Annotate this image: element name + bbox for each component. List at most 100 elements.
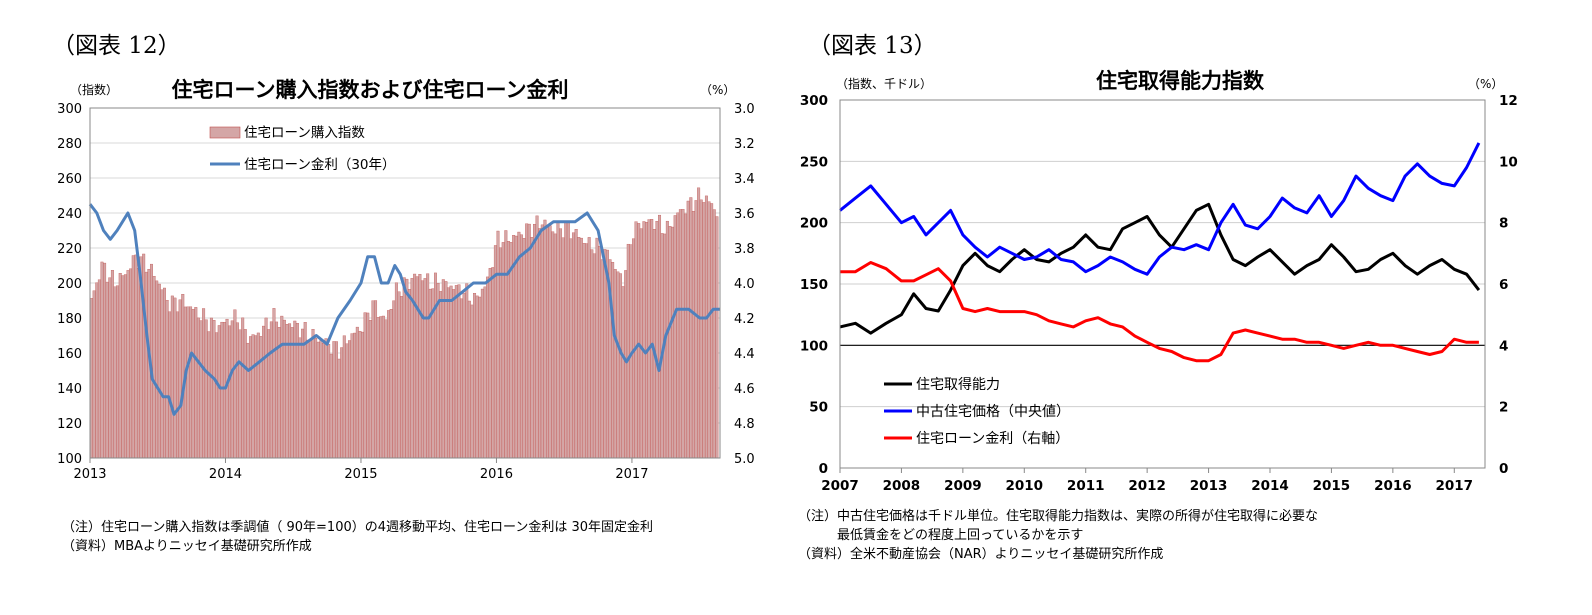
figure-12-label: （図表 12） bbox=[52, 33, 181, 59]
bar-2017.579 bbox=[710, 203, 714, 459]
bar-2013.733 bbox=[189, 306, 193, 459]
y-tick-label: 180 bbox=[57, 312, 82, 327]
bar-2015.617 bbox=[444, 281, 448, 459]
bar-2014.694 bbox=[319, 340, 323, 459]
bar-2014.406 bbox=[280, 315, 284, 459]
bar-2017.310 bbox=[673, 215, 677, 459]
bar-2014.733 bbox=[324, 338, 328, 459]
bar-2013.098 bbox=[103, 262, 107, 459]
y2-tick-label: 3.4 bbox=[734, 172, 755, 187]
bar-2013.175 bbox=[113, 286, 117, 459]
y2-tick-label: 3.6 bbox=[734, 207, 755, 222]
bar-2016.002 bbox=[496, 230, 500, 459]
bar-2013.579 bbox=[168, 311, 172, 459]
bar-2014.425 bbox=[282, 319, 286, 459]
chart-13-title: 住宅取得能力指数 bbox=[1096, 69, 1265, 93]
y-tick-label: 50 bbox=[809, 400, 828, 416]
bar-2016.329 bbox=[540, 224, 544, 459]
bar-2014.194 bbox=[251, 334, 255, 459]
bar-2014.367 bbox=[275, 321, 279, 459]
bar-2014.925 bbox=[350, 333, 354, 459]
chart-13-plot-frame bbox=[839, 99, 1486, 469]
y2-tick-label: 3.2 bbox=[734, 137, 755, 152]
bar-2014.310 bbox=[267, 329, 271, 459]
bar-2014.617 bbox=[308, 339, 312, 459]
bar-2016.521 bbox=[566, 222, 570, 459]
bar-2016.290 bbox=[535, 215, 539, 459]
legend-label-rate: 住宅ローン金利（30年） bbox=[244, 157, 396, 173]
chart-12: 住宅ローン購入指数および住宅ローン金利 （指数） （%） 100 120 140 16… bbox=[57, 78, 755, 482]
y-tick-label: 150 bbox=[800, 277, 828, 293]
bar-2016.098 bbox=[509, 242, 513, 459]
bar-2017.521 bbox=[702, 202, 706, 459]
y2-tick-label: 4.0 bbox=[734, 277, 755, 292]
bar-2016.136 bbox=[514, 235, 518, 459]
chart-13-lines bbox=[839, 142, 1481, 363]
bar-2015.675 bbox=[452, 289, 456, 459]
bar-2014.713 bbox=[321, 343, 325, 459]
x-tick-label: 2013 bbox=[1190, 478, 1228, 494]
bar-2017.175 bbox=[655, 221, 659, 459]
bar-2015.367 bbox=[410, 278, 414, 459]
legend-label-purchase-index: 住宅ローン購入指数 bbox=[244, 125, 365, 141]
bar-2017.406 bbox=[686, 200, 690, 459]
bar-2017.290 bbox=[671, 226, 675, 459]
x-tick-label: 2007 bbox=[821, 478, 859, 494]
bar-2015.790 bbox=[467, 300, 471, 459]
x-tick-label: 2014 bbox=[209, 467, 242, 482]
x-tick-label: 2014 bbox=[1251, 478, 1289, 494]
bar-2016.771 bbox=[600, 259, 604, 459]
bar-2016.675 bbox=[587, 237, 591, 459]
bar-2015.271 bbox=[397, 291, 401, 459]
bar-2015.771 bbox=[465, 283, 469, 459]
bar-2015.098 bbox=[374, 300, 378, 459]
bar-2014.040 bbox=[230, 320, 234, 459]
chart-12-y2-ticks: 5.0 4.8 4.6 4.4 4.2 4.0 3.8 3.6 3.4 3.2 3.0 bbox=[734, 102, 755, 467]
bar-2013.060 bbox=[97, 279, 101, 459]
bar-2016.213 bbox=[525, 223, 529, 459]
chart-13-y2-ticks: 0 2 4 6 8 10 12 bbox=[1499, 93, 1518, 477]
bar-2016.848 bbox=[611, 262, 615, 459]
bar-2017.348 bbox=[678, 209, 682, 459]
bar-2013.906 bbox=[212, 320, 216, 459]
bar-2016.540 bbox=[569, 238, 573, 459]
y2-tick-label: 12 bbox=[1499, 93, 1518, 109]
bar-2014.848 bbox=[340, 347, 344, 459]
chart-13-x-ticks: 2007 2008 2009 2010 2011 2012 2013 2014 2015 2016… bbox=[821, 468, 1473, 494]
bar-2013.079 bbox=[100, 261, 104, 459]
bar-2013.964 bbox=[220, 321, 224, 459]
chart-12-rate-line bbox=[88, 203, 720, 416]
bar-2016.886 bbox=[616, 271, 620, 459]
bar-2017.098 bbox=[645, 222, 648, 459]
bar-2015.002 bbox=[361, 331, 365, 459]
y-tick-label: 250 bbox=[800, 154, 828, 170]
series-line-1 bbox=[839, 142, 1481, 276]
bar-2014.117 bbox=[241, 317, 245, 459]
bar-2015.713 bbox=[457, 284, 461, 459]
bar-2016.636 bbox=[582, 243, 586, 459]
bar-2015.348 bbox=[407, 289, 411, 459]
bar-2015.290 bbox=[400, 296, 404, 459]
bar-2015.329 bbox=[405, 278, 409, 459]
bar-2017.194 bbox=[658, 214, 662, 459]
bar-2017.483 bbox=[697, 187, 701, 459]
x-tick-label: 2016 bbox=[1374, 478, 1412, 494]
bar-2016.252 bbox=[530, 237, 534, 459]
chart-13: 住宅取得能力指数 （指数、千ドル） （%） 050100150200250300… bbox=[800, 69, 1518, 494]
bar-2014.906 bbox=[348, 340, 351, 459]
bar-2015.867 bbox=[478, 296, 482, 459]
bar-2015.175 bbox=[384, 319, 388, 459]
y-tick-label: 260 bbox=[57, 172, 82, 187]
bar-2014.540 bbox=[298, 337, 302, 459]
bar-2015.829 bbox=[473, 293, 477, 459]
bar-2013.002 bbox=[90, 298, 94, 459]
bar-2014.963 bbox=[355, 326, 359, 459]
bar-2016.060 bbox=[504, 230, 508, 459]
bar-2017.040 bbox=[637, 223, 641, 459]
bar-2013.790 bbox=[196, 317, 200, 459]
bar-2013.752 bbox=[191, 309, 195, 459]
bar-2016.925 bbox=[621, 286, 625, 459]
series-line-0 bbox=[839, 202, 1481, 335]
bar-2013.252 bbox=[123, 274, 127, 459]
bar-2016.156 bbox=[517, 231, 521, 459]
